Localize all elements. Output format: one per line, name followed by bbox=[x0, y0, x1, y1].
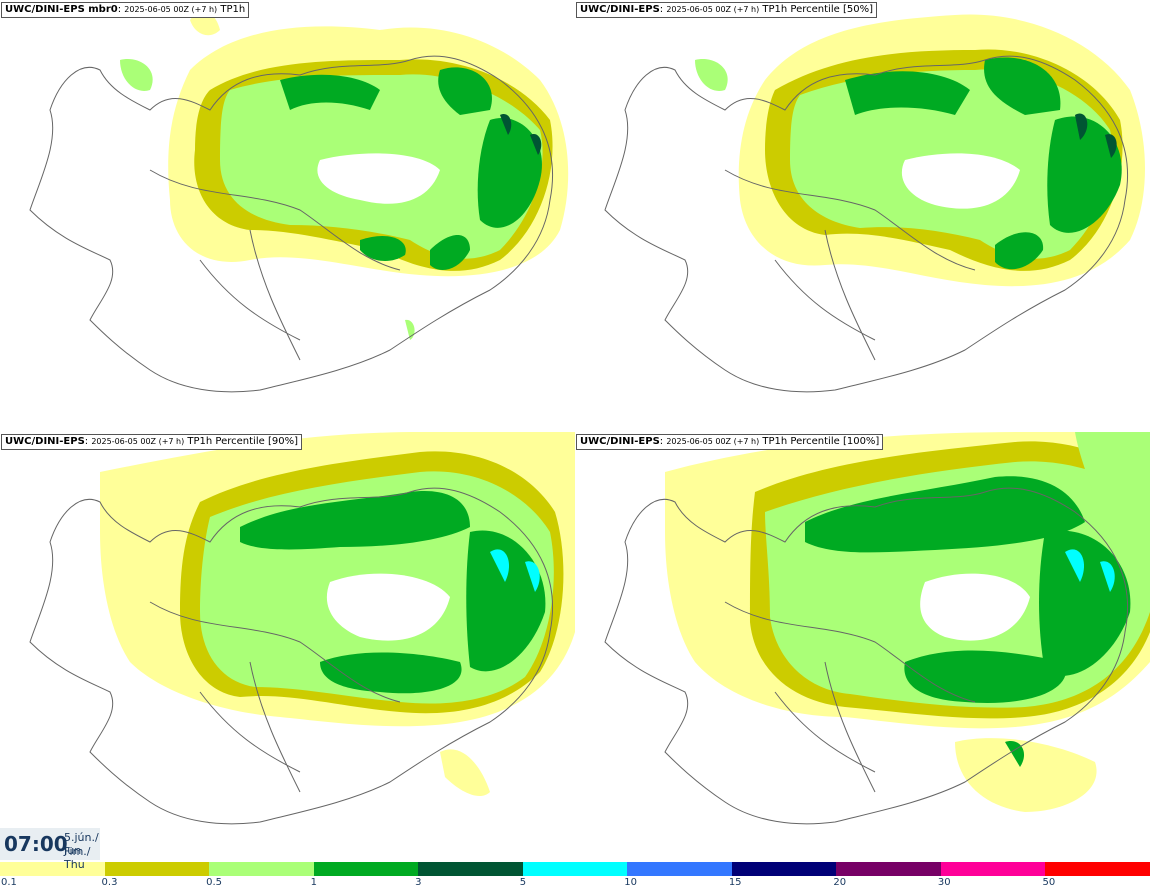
precip-shading bbox=[120, 11, 569, 340]
legend-tick-label: 15 bbox=[728, 877, 742, 888]
legend-tick-label: 50 bbox=[1042, 877, 1056, 888]
legend-swatch bbox=[0, 862, 106, 876]
legend-swatch bbox=[104, 862, 211, 876]
color-legend: 0.1 0.3 0.5 1 3 5 10 15 20 30 50 bbox=[0, 862, 1150, 891]
valid-time: 07:00 bbox=[4, 832, 68, 856]
legend-tick-label: 0.5 bbox=[206, 877, 222, 888]
legend-tick-label: 3 bbox=[415, 877, 422, 888]
panel-title: UWC/DINI-EPS mbr0: 2025-06-05 00Z (+7 h)… bbox=[1, 2, 250, 18]
precip-shading bbox=[100, 432, 575, 797]
legend-swatch bbox=[418, 862, 524, 876]
map-panel-p100: UWC/DINI-EPS: 2025-06-05 00Z (+7 h) TP1h… bbox=[575, 432, 1150, 862]
legend-swatch bbox=[627, 862, 733, 876]
valid-date-line2: Fim./ Thu bbox=[64, 845, 91, 871]
legend-swatch bbox=[209, 862, 315, 876]
legend-swatch bbox=[836, 862, 942, 876]
precipitation-map bbox=[29, 11, 569, 393]
legend-swatch bbox=[313, 862, 420, 876]
legend-tick-label: 0.3 bbox=[101, 877, 118, 888]
legend-swatch bbox=[522, 862, 629, 876]
iceland-coastline bbox=[604, 487, 1129, 825]
map-panel-p50: UWC/DINI-EPS: 2025-06-05 00Z (+7 h) TP1h… bbox=[575, 0, 1150, 430]
iceland-coastline bbox=[29, 487, 554, 825]
iceland-coastline bbox=[604, 55, 1129, 393]
iceland-coastline bbox=[29, 55, 554, 393]
panel-title: UWC/DINI-EPS: 2025-06-05 00Z (+7 h) TP1h… bbox=[576, 2, 877, 18]
map-panel-p90: UWC/DINI-EPS: 2025-06-05 00Z (+7 h) TP1h… bbox=[0, 432, 575, 862]
precip-shading bbox=[695, 14, 1145, 287]
legend-tick-label: 1 bbox=[310, 877, 317, 888]
legend-tick-label: 20 bbox=[833, 877, 847, 888]
map-panel-mbr0: UWC/DINI-EPS mbr0: 2025-06-05 00Z (+7 h)… bbox=[0, 0, 575, 430]
legend-tick-label: 5 bbox=[519, 877, 527, 888]
legend-swatch bbox=[1045, 862, 1150, 876]
legend-swatch bbox=[940, 862, 1047, 876]
legend-tick-label: 10 bbox=[624, 877, 637, 888]
valid-date-line1: 5.jún./ Jun bbox=[64, 831, 99, 857]
precipitation-map bbox=[604, 432, 1150, 825]
precipitation-map bbox=[29, 432, 575, 825]
valid-time-box: 07:00 5.jún./ Jun Fim./ Thu bbox=[0, 828, 100, 871]
panel-title: UWC/DINI-EPS: 2025-06-05 00Z (+7 h) TP1h… bbox=[576, 434, 884, 450]
panel-title: UWC/DINI-EPS: 2025-06-05 00Z (+7 h) TP1h… bbox=[1, 434, 302, 450]
legend-tick-label: 0.1 bbox=[1, 877, 17, 888]
legend-swatch bbox=[731, 862, 838, 876]
legend-tick-label: 30 bbox=[937, 877, 951, 888]
precip-shading bbox=[665, 432, 1150, 812]
precipitation-map bbox=[604, 14, 1145, 393]
